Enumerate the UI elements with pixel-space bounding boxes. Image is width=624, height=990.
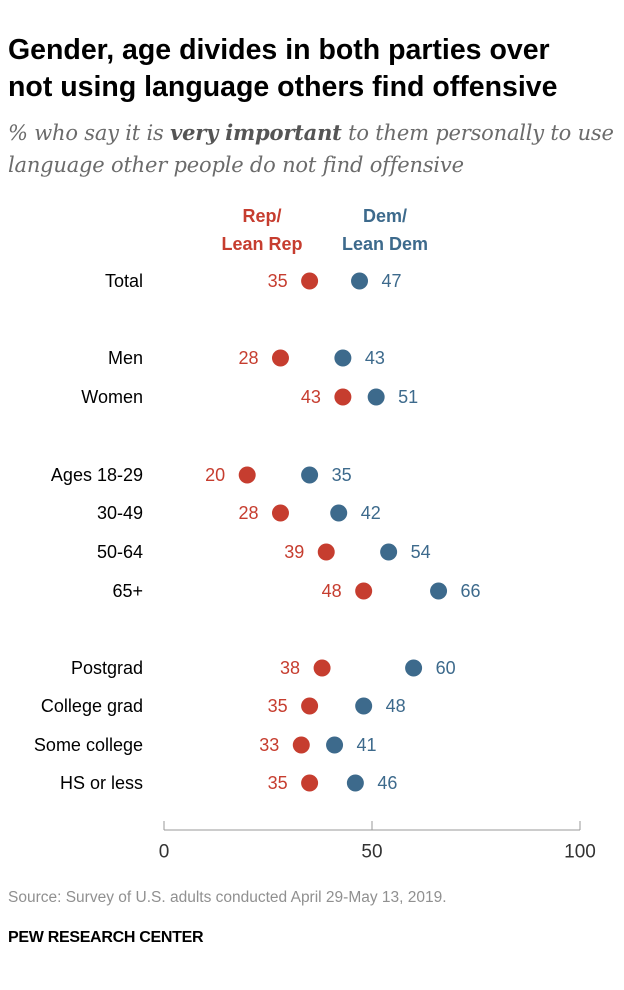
dem-dot — [330, 504, 348, 522]
dot-plot-chart: Rep/ Lean Rep Dem/ Lean Dem Total 35 47 Men… — [34, 206, 596, 863]
category-label: Women — [81, 387, 143, 407]
dem-value-label: 66 — [461, 581, 481, 601]
legend-dem-line2: Lean Dem — [342, 234, 428, 254]
category-label: College grad — [41, 696, 143, 716]
rep-dot — [238, 466, 256, 484]
legend-rep-line1: Rep/ — [242, 206, 281, 226]
category-label: Men — [108, 348, 143, 368]
dem-dot — [351, 272, 369, 290]
rep-dot — [292, 736, 310, 754]
chart-title: Gender, age divides in both parties over… — [8, 32, 618, 106]
category-label: Ages 18-29 — [51, 465, 143, 485]
chart-title-line-1: Gender, age divides in both parties over — [8, 34, 550, 66]
dem-dot — [380, 543, 398, 561]
dem-dot — [367, 388, 385, 406]
rep-dot — [301, 272, 319, 290]
rep-value-label: 35 — [268, 696, 288, 716]
dem-value-label: 47 — [382, 271, 402, 291]
chart-title-line-2: not using language others find offensive — [8, 71, 558, 103]
dem-dot — [405, 659, 423, 677]
dem-dot — [430, 582, 448, 600]
dem-dot — [334, 349, 352, 367]
chart-marks: Total 35 47 Men 28 43 Women 43 51 Ages 18-29 20 35 3… — [34, 271, 481, 793]
x-tick-label: 100 — [564, 842, 596, 863]
category-label: 65+ — [112, 581, 143, 601]
brand-logo-text: PEW RESEARCH CENTER — [8, 929, 204, 946]
dem-dot — [346, 774, 364, 792]
subtitle-text-pre: % who say it is — [8, 121, 171, 145]
category-label: Total — [105, 271, 143, 291]
dem-value-label: 43 — [365, 348, 385, 368]
subtitle-text-post: to them personally to use language other… — [8, 121, 614, 177]
category-label: 30-49 — [97, 503, 143, 523]
dem-value-label: 54 — [411, 542, 431, 562]
legend-dem-line1: Dem/ — [363, 206, 407, 226]
rep-value-label: 33 — [259, 735, 279, 755]
dem-value-label: 46 — [377, 773, 397, 793]
dem-dot — [355, 697, 373, 715]
dem-dot — [326, 736, 344, 754]
rep-dot — [313, 659, 331, 677]
dem-value-label: 42 — [361, 503, 381, 523]
dem-value-label: 60 — [436, 658, 456, 678]
rep-dot — [271, 349, 289, 367]
rep-value-label: 28 — [238, 503, 258, 523]
rep-dot — [301, 697, 319, 715]
rep-value-label: 39 — [284, 542, 304, 562]
dem-value-label: 51 — [398, 387, 418, 407]
rep-value-label: 43 — [301, 387, 321, 407]
rep-value-label: 38 — [280, 658, 300, 678]
category-label: HS or less — [60, 773, 143, 793]
subtitle-emphasis: very important — [170, 120, 342, 145]
chart-subtitle: % who say it is very important to them p… — [8, 117, 618, 181]
rep-value-label: 35 — [268, 773, 288, 793]
rep-dot — [334, 388, 352, 406]
category-label: 50-64 — [97, 542, 143, 562]
rep-dot — [355, 582, 373, 600]
rep-dot — [301, 774, 319, 792]
category-label: Some college — [34, 735, 143, 755]
dem-dot — [301, 466, 319, 484]
rep-value-label: 48 — [322, 581, 342, 601]
dem-value-label: 35 — [332, 465, 352, 485]
source-note: Source: Survey of U.S. adults conducted … — [8, 889, 447, 906]
rep-value-label: 28 — [238, 348, 258, 368]
rep-value-label: 35 — [268, 271, 288, 291]
dem-value-label: 41 — [357, 735, 377, 755]
x-tick-label: 0 — [159, 842, 170, 863]
legend-rep-line2: Lean Rep — [221, 234, 302, 254]
rep-dot — [271, 504, 289, 522]
x-tick-label: 50 — [361, 842, 382, 863]
rep-dot — [317, 543, 335, 561]
dem-value-label: 48 — [386, 696, 406, 716]
rep-value-label: 20 — [205, 465, 225, 485]
category-label: Postgrad — [71, 658, 143, 678]
x-axis: 0 50 100 — [159, 821, 596, 863]
